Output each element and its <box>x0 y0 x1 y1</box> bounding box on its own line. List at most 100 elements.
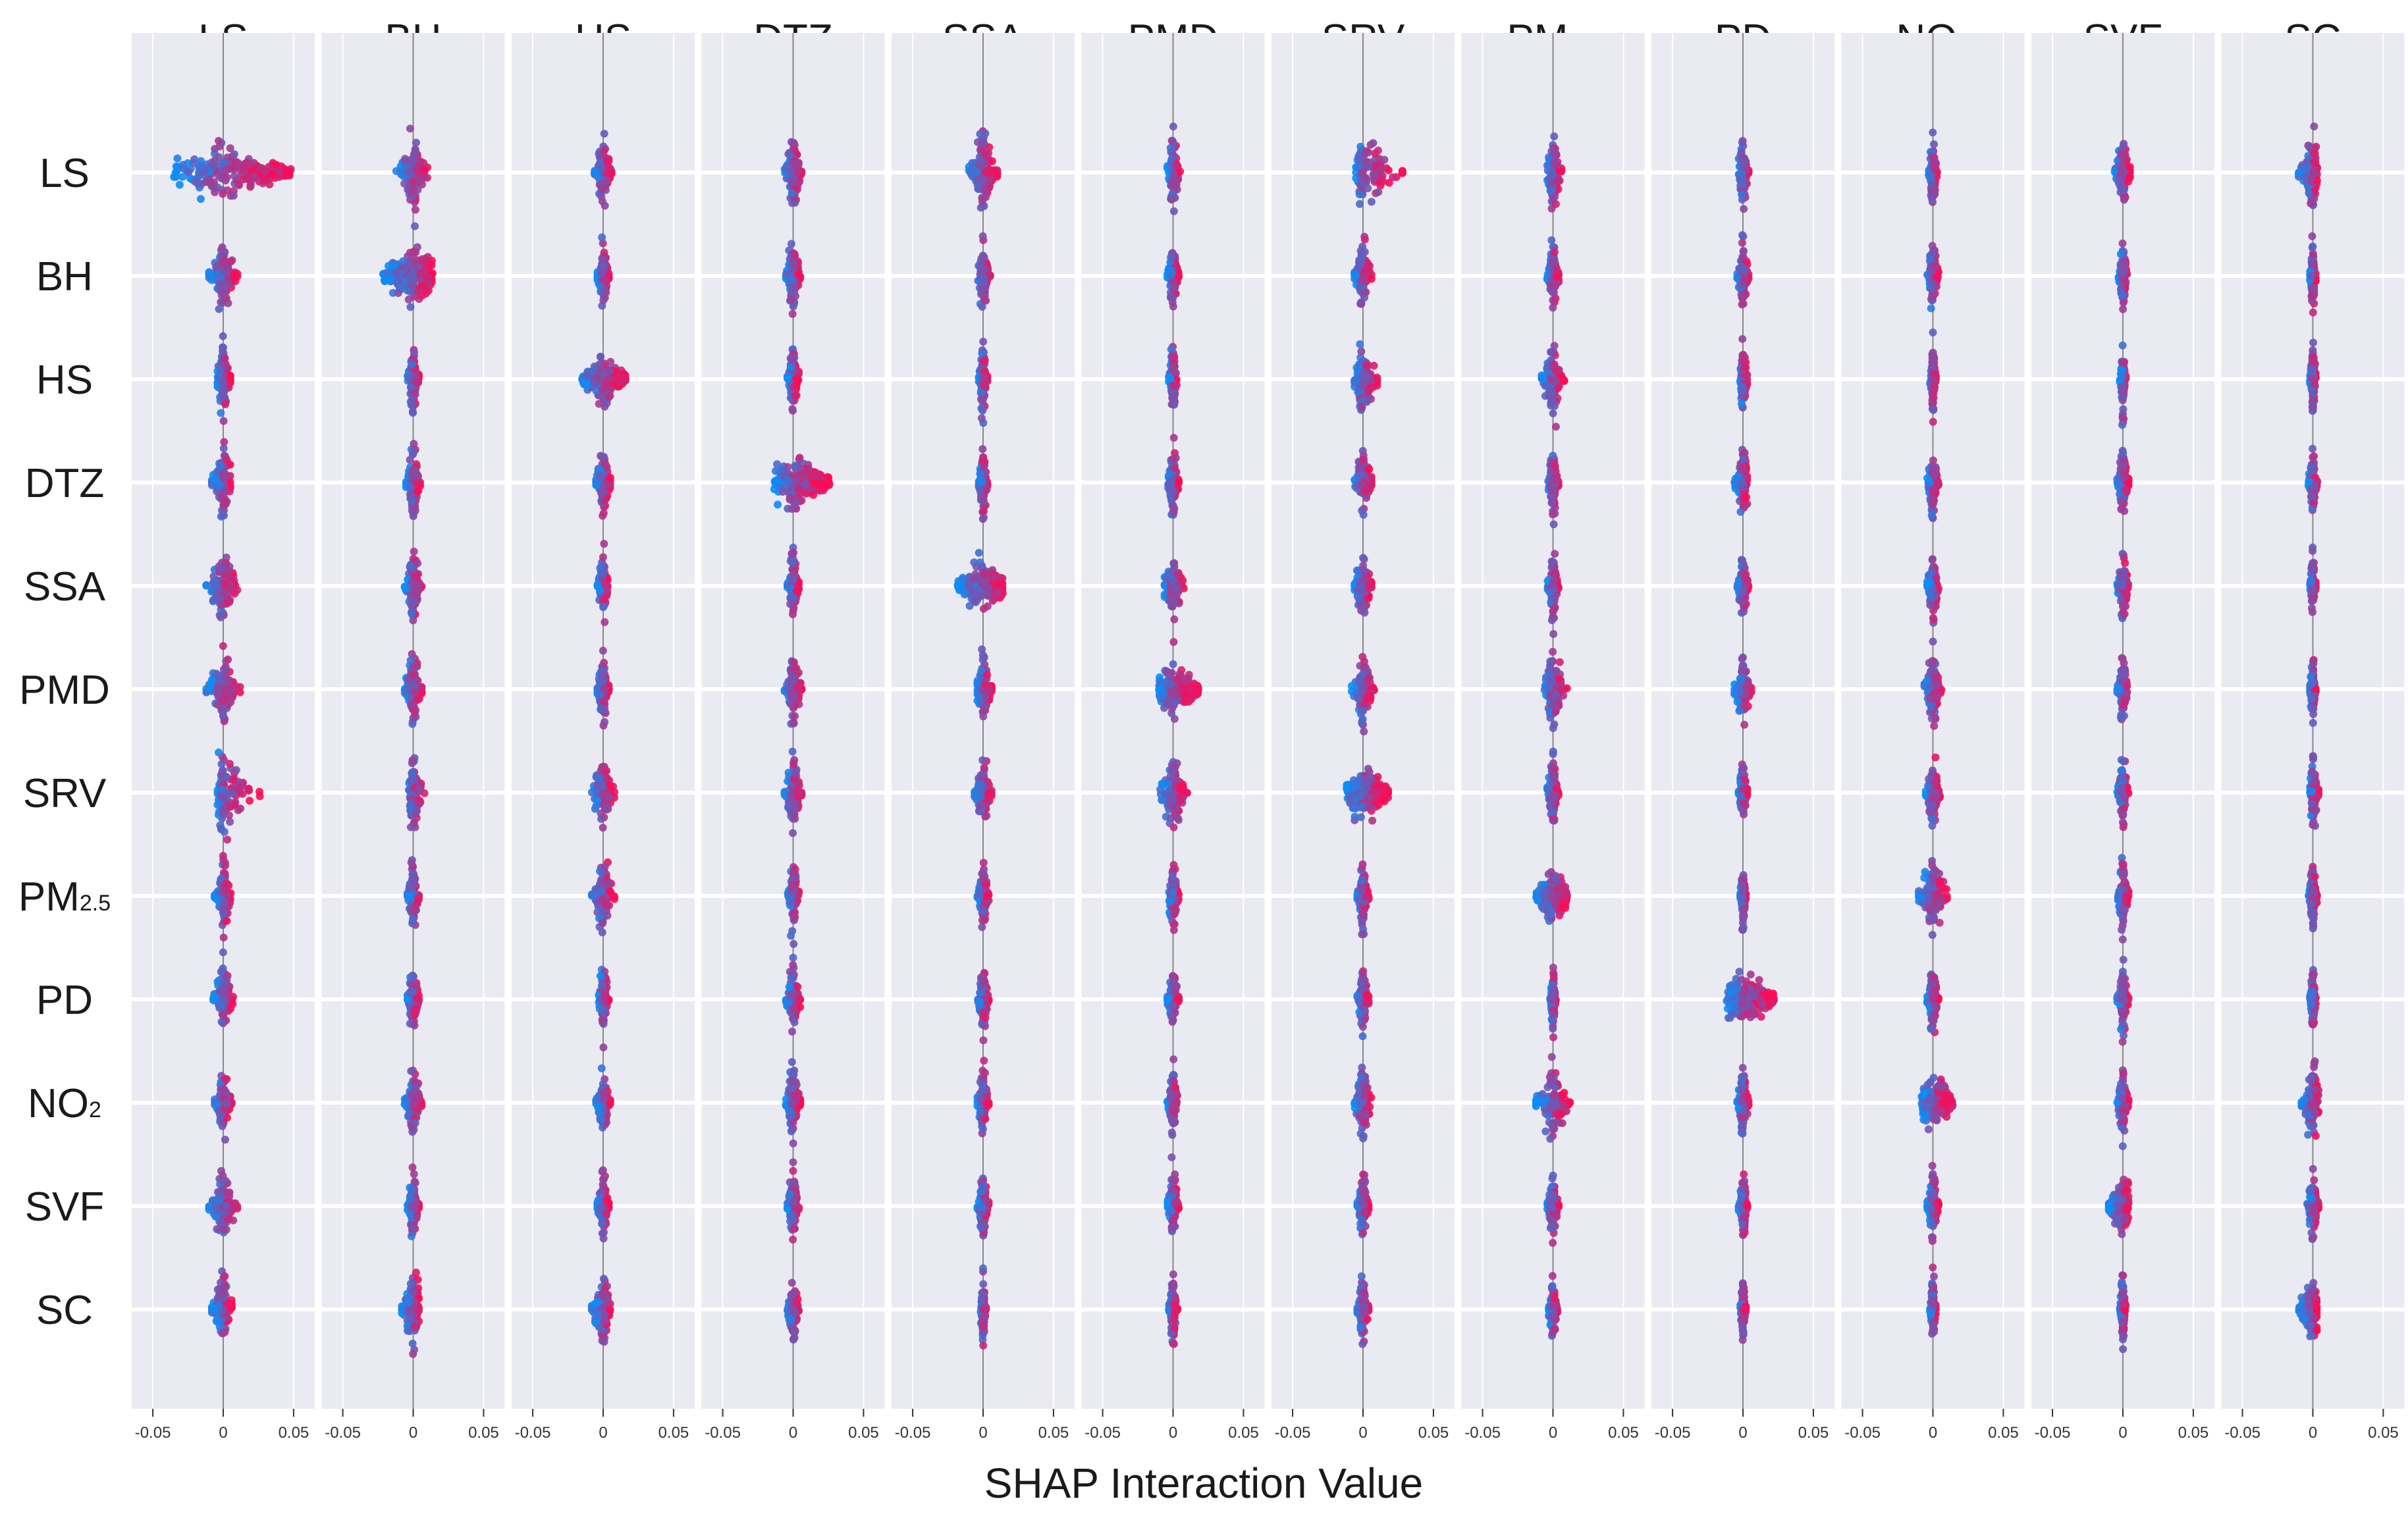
shap-point <box>225 676 233 684</box>
shap-point <box>412 468 419 476</box>
shap-point <box>595 1323 603 1331</box>
shap-point <box>227 1005 234 1013</box>
shap-point <box>212 578 220 586</box>
shap-point <box>408 610 416 618</box>
shap-point <box>787 168 795 176</box>
shap-point <box>601 596 608 604</box>
shap-point <box>408 360 416 368</box>
shap-point <box>606 1306 614 1314</box>
shap-point <box>225 598 233 606</box>
shap-point <box>217 601 225 609</box>
row-label-base: BH <box>36 254 93 300</box>
shap-point <box>220 899 228 907</box>
shap-point <box>211 475 219 483</box>
shap-point <box>407 1308 415 1316</box>
shap-point <box>228 1304 236 1312</box>
x-tick-label: 0 <box>219 1424 227 1442</box>
shap-point <box>225 279 232 287</box>
shap-point <box>215 749 223 756</box>
shap-point <box>410 1288 417 1296</box>
shap-point <box>216 461 224 469</box>
row-label-base: DTZ <box>25 461 105 506</box>
shap-point <box>410 178 417 186</box>
shap-point <box>218 1307 226 1315</box>
shap-point <box>219 949 227 957</box>
row-label-base: HS <box>36 357 93 403</box>
shap-point <box>599 870 606 878</box>
shap-point <box>209 587 217 595</box>
shap-point <box>603 157 611 165</box>
shap-point <box>410 349 418 357</box>
shap-point <box>599 553 607 561</box>
x-tick-label: -0.05 <box>515 1424 551 1442</box>
shap-point <box>407 656 415 664</box>
shap-point <box>788 178 796 186</box>
row-label-srv: SRV <box>23 771 107 816</box>
shap-point <box>221 580 229 588</box>
shap-point <box>599 1180 606 1188</box>
shap-point <box>601 256 608 264</box>
shap-point <box>606 887 614 895</box>
shap-point <box>597 353 604 361</box>
shap-point <box>606 367 614 375</box>
shap-point <box>599 488 607 496</box>
shap-point <box>224 656 232 664</box>
shap-point <box>606 782 614 790</box>
shap-point <box>596 587 604 594</box>
shap-point <box>219 347 227 355</box>
shap-point <box>593 797 601 804</box>
shap-point <box>601 718 608 726</box>
shap-point <box>602 1196 610 1203</box>
shap-point <box>422 290 430 298</box>
shap-point <box>219 810 227 818</box>
shap-point <box>411 223 419 230</box>
shap-point <box>601 618 608 626</box>
shap-point <box>217 167 225 174</box>
shap-point <box>219 332 227 340</box>
shap-point <box>408 578 416 586</box>
shap-point <box>417 685 425 693</box>
shap-point <box>246 797 254 804</box>
x-tick-label: 0.05 <box>468 1424 499 1442</box>
shap-point <box>408 275 415 283</box>
row-label-base: NO <box>28 1081 89 1126</box>
shap-point <box>594 1309 602 1317</box>
shap-point <box>411 709 419 717</box>
shap-point <box>406 1109 414 1117</box>
shap-point <box>414 560 421 567</box>
shap-point <box>255 788 263 796</box>
shap-point <box>601 459 609 467</box>
shap-point <box>408 497 416 505</box>
shap-point <box>404 684 412 692</box>
row-label-svf: SVF <box>25 1184 105 1230</box>
shap-point <box>211 188 219 196</box>
shap-point <box>205 1202 213 1210</box>
shap-point <box>259 165 267 172</box>
shap-point <box>411 1005 419 1013</box>
shap-point <box>599 603 607 611</box>
shap-point <box>216 988 224 996</box>
shap-point <box>409 402 417 409</box>
shap-point <box>406 1020 414 1028</box>
shap-point <box>216 1189 224 1197</box>
shap-point <box>220 1286 228 1294</box>
shap-point <box>219 712 227 720</box>
row-label-base: PM <box>18 874 80 920</box>
shap-point <box>217 614 225 621</box>
shap-point <box>408 1163 416 1171</box>
shap-point <box>413 995 421 1003</box>
shap-point <box>218 785 226 793</box>
shap-point <box>221 400 229 408</box>
shap-point <box>217 1001 225 1009</box>
shap-point <box>606 358 614 366</box>
shap-point <box>413 379 421 386</box>
shap-point <box>230 172 238 180</box>
shap-point <box>176 181 184 189</box>
shap-point <box>218 968 226 976</box>
row-label-base: SVF <box>25 1184 105 1230</box>
shap-point <box>219 856 227 864</box>
shap-point <box>597 972 604 980</box>
shap-point <box>407 1280 415 1288</box>
shap-point <box>600 659 608 667</box>
